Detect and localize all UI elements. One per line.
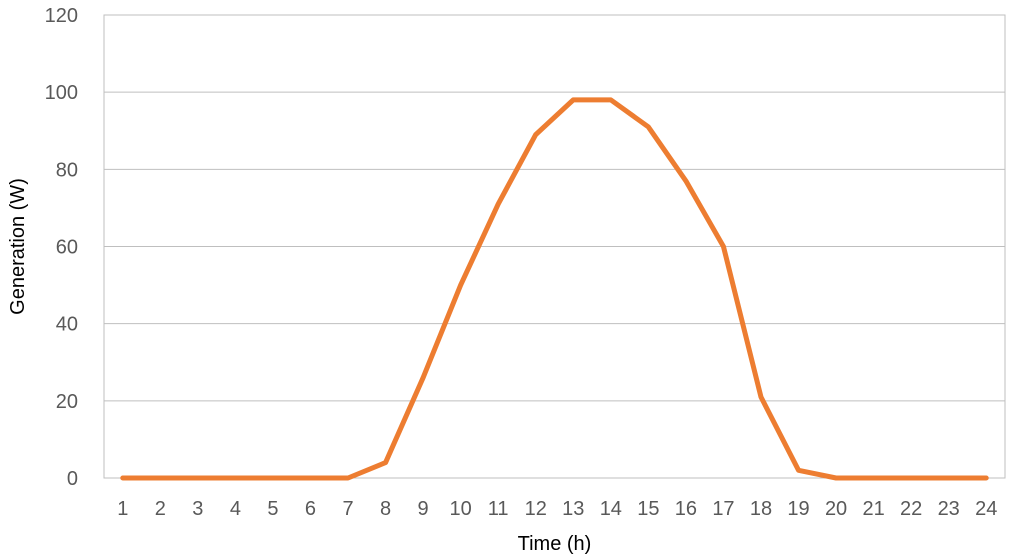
- y-axis-title: Generation (W): [7, 178, 29, 315]
- x-tick-label-5: 5: [267, 498, 278, 520]
- series-line-0: [120, 97, 989, 481]
- x-tick-label-2: 2: [155, 498, 166, 520]
- x-tick-label-20: 20: [825, 498, 847, 520]
- x-tick-label-11: 11: [488, 498, 509, 520]
- x-tick-label-10: 10: [450, 498, 472, 520]
- x-tick-label-3: 3: [192, 498, 203, 520]
- x-tick-label-18: 18: [750, 498, 772, 520]
- y-tick-label-60: 60: [56, 237, 78, 259]
- y-tick-label-20: 20: [56, 391, 78, 413]
- y-tick-label-80: 80: [56, 159, 78, 181]
- x-tick-label-23: 23: [938, 498, 960, 520]
- series-layer: [120, 97, 989, 481]
- x-axis-title: Time (h): [518, 533, 592, 555]
- x-tick-label-16: 16: [675, 498, 697, 520]
- x-tick-label-9: 9: [418, 498, 429, 520]
- x-tick-label-7: 7: [342, 498, 353, 520]
- gridlines: [104, 14, 1005, 479]
- x-tick-label-1: 1: [117, 498, 128, 520]
- x-axis-tick-labels: 1 2 3 4 5 6 7 8 9 10 11 12 13 14 15 16 17 18 19 20 21 22 23 24: [117, 498, 997, 520]
- x-tick-label-8: 8: [380, 498, 391, 520]
- x-tick-label-12: 12: [525, 498, 547, 520]
- y-tick-label-40: 40: [56, 314, 78, 336]
- x-tick-label-6: 6: [305, 498, 316, 520]
- y-tick-label-120: 120: [45, 5, 78, 27]
- x-tick-label-4: 4: [230, 498, 241, 520]
- x-tick-label-22: 22: [900, 498, 922, 520]
- x-tick-label-24: 24: [975, 498, 997, 520]
- x-tick-label-14: 14: [600, 498, 622, 520]
- y-axis-tick-labels: 0 20 40 60 80 100 120: [45, 5, 78, 490]
- y-tick-label-100: 100: [45, 82, 78, 104]
- plot-area: [103, 14, 1006, 479]
- x-tick-label-21: 21: [862, 498, 884, 520]
- x-tick-label-15: 15: [637, 498, 659, 520]
- y-tick-label-0: 0: [67, 468, 78, 490]
- x-tick-label-17: 17: [712, 498, 734, 520]
- x-tick-label-19: 19: [787, 498, 809, 520]
- x-tick-label-13: 13: [562, 498, 584, 520]
